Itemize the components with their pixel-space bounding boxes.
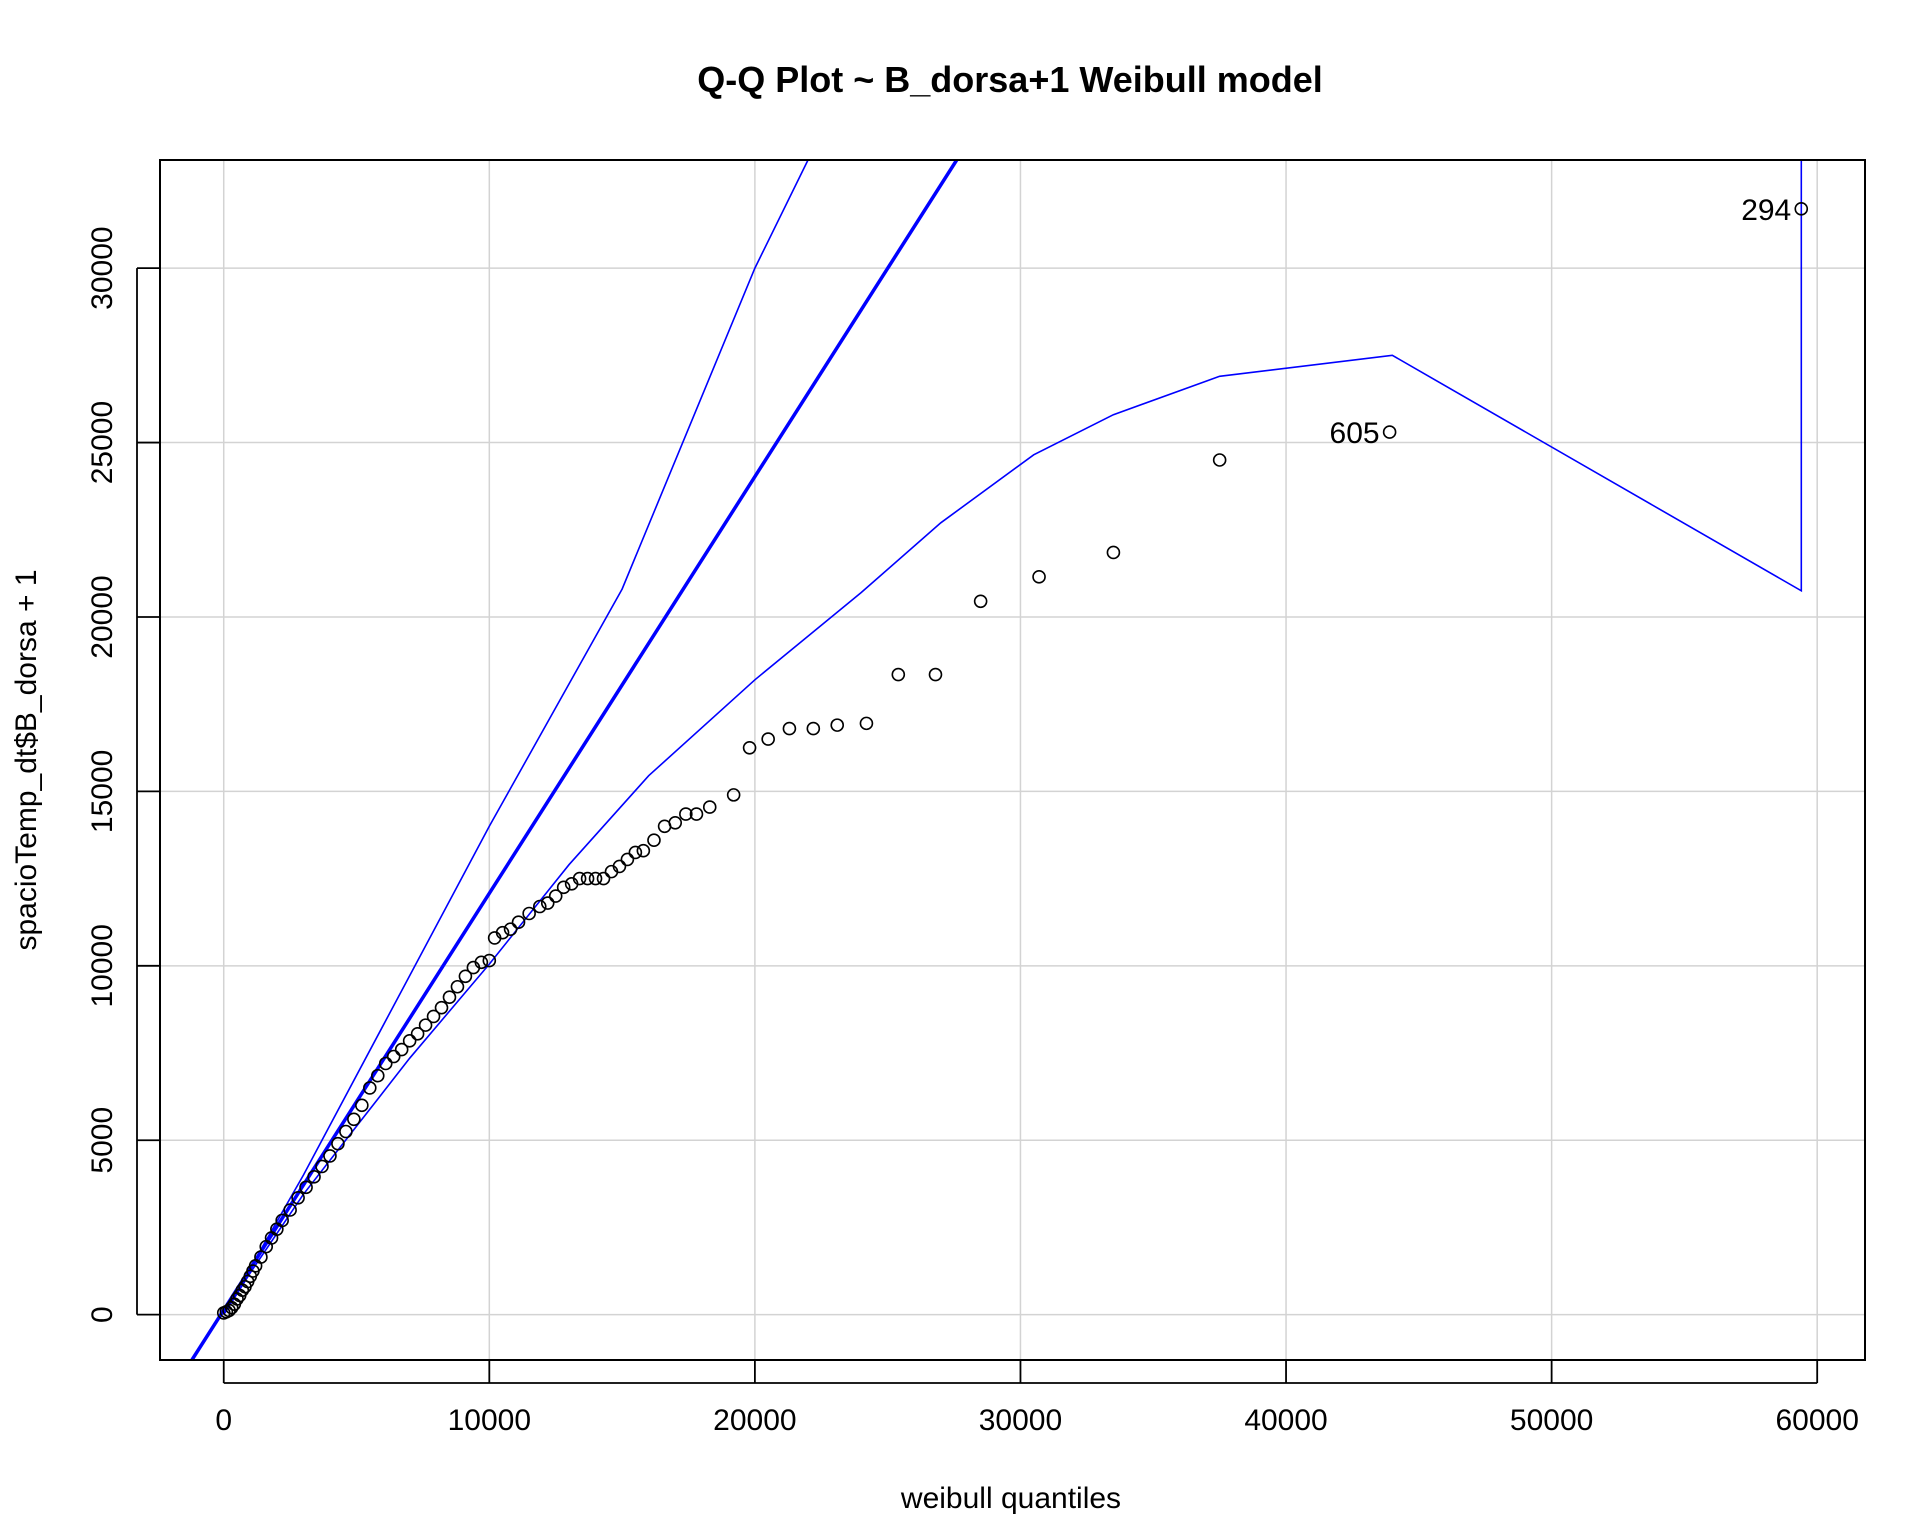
data-point (402, 1034, 417, 1048)
data-point (859, 716, 874, 731)
data-point (689, 807, 704, 821)
data-point (679, 807, 693, 821)
data-point (702, 800, 717, 814)
data-point (612, 859, 627, 874)
data-point (450, 979, 465, 994)
data-point (434, 1000, 449, 1015)
reference-lines (190, 160, 1803, 1360)
y-tick-label: 0 (86, 1306, 119, 1323)
data-point (596, 871, 611, 886)
data-point (283, 1203, 297, 1217)
data-point (647, 833, 661, 848)
data-point (928, 667, 943, 682)
data-point (511, 915, 526, 930)
x-tick-label: 40000 (1244, 1404, 1327, 1437)
data-point (331, 1136, 345, 1151)
data-point (482, 953, 497, 968)
data-point (1032, 570, 1046, 584)
chart-title: Q-Q Plot ~ B_dorsa+1 Weibull model (697, 59, 1322, 100)
data-point (378, 1056, 393, 1071)
y-tick-label: 25000 (86, 401, 119, 484)
data-point (1794, 202, 1809, 216)
data-point (275, 1213, 289, 1228)
lower-envelope-line (223, 160, 1803, 1316)
data-point (503, 922, 518, 936)
x-tick-label: 30000 (979, 1404, 1062, 1437)
data-point (442, 990, 457, 1005)
data-point (386, 1049, 401, 1064)
data-point (410, 1027, 425, 1041)
data-point (339, 1124, 353, 1139)
data-point (323, 1149, 337, 1163)
data-point (370, 1068, 385, 1083)
data-point (636, 843, 651, 858)
data-point (761, 732, 775, 746)
y-axis-title: spacioTemp_dt$B_dorsa + 1 (10, 569, 43, 950)
y-tick-label: 10000 (86, 924, 119, 1007)
y-tick-label: 30000 (86, 226, 119, 309)
data-point (347, 1112, 361, 1127)
data-point (891, 667, 906, 682)
point-labels: 605 294 (1330, 194, 1792, 450)
data-point (1382, 425, 1397, 439)
y-axis: 0 5000 10000 15000 20000 25000 30000 (86, 226, 160, 1323)
grid (160, 160, 1865, 1360)
data-point (973, 594, 988, 609)
x-tick-label: 20000 (713, 1404, 796, 1437)
data-point (782, 721, 797, 736)
data-point (540, 896, 555, 910)
data-point (363, 1081, 377, 1095)
data-point (668, 815, 683, 830)
plot-frame (159, 159, 1866, 1361)
x-axis-title: weibull quantiles (900, 1482, 1121, 1515)
x-tick-label: 10000 (448, 1404, 531, 1437)
data-point (830, 718, 845, 732)
data-point (628, 845, 643, 860)
point-label: 294 (1741, 194, 1791, 227)
point-label: 605 (1330, 417, 1380, 450)
x-tick-label: 50000 (1510, 1404, 1593, 1437)
y-tick-label: 5000 (86, 1107, 119, 1174)
data-point (1212, 453, 1227, 467)
data-point (806, 721, 821, 736)
x-axis: 0 10000 20000 30000 40000 50000 60000 (215, 1360, 1859, 1437)
x-tick-label: 60000 (1775, 1404, 1858, 1437)
upper-envelope-line (223, 160, 809, 1316)
x-tick-label: 0 (215, 1404, 232, 1437)
data-point (522, 906, 536, 921)
data-point (418, 1018, 433, 1032)
data-point (315, 1159, 329, 1174)
data-point (474, 955, 489, 970)
data-point (299, 1180, 313, 1195)
y-tick-label: 20000 (86, 575, 119, 658)
reference-line (190, 160, 959, 1360)
data-point (572, 871, 587, 886)
data-point (742, 740, 757, 755)
data-point (394, 1042, 409, 1057)
data-point (291, 1190, 305, 1205)
data-point (254, 1250, 268, 1264)
data-point (355, 1098, 369, 1113)
data-point (580, 871, 595, 886)
data-points (216, 202, 1809, 1320)
data-point (548, 889, 563, 903)
data-point (1106, 545, 1121, 560)
data-point (556, 880, 571, 895)
data-point (588, 871, 603, 886)
y-tick-label: 15000 (86, 750, 119, 833)
data-point (495, 925, 510, 940)
data-point (458, 969, 473, 984)
data-point (307, 1170, 321, 1184)
data-point (620, 852, 635, 867)
data-point (726, 788, 741, 802)
data-point (426, 1009, 441, 1024)
data-point (532, 899, 547, 914)
